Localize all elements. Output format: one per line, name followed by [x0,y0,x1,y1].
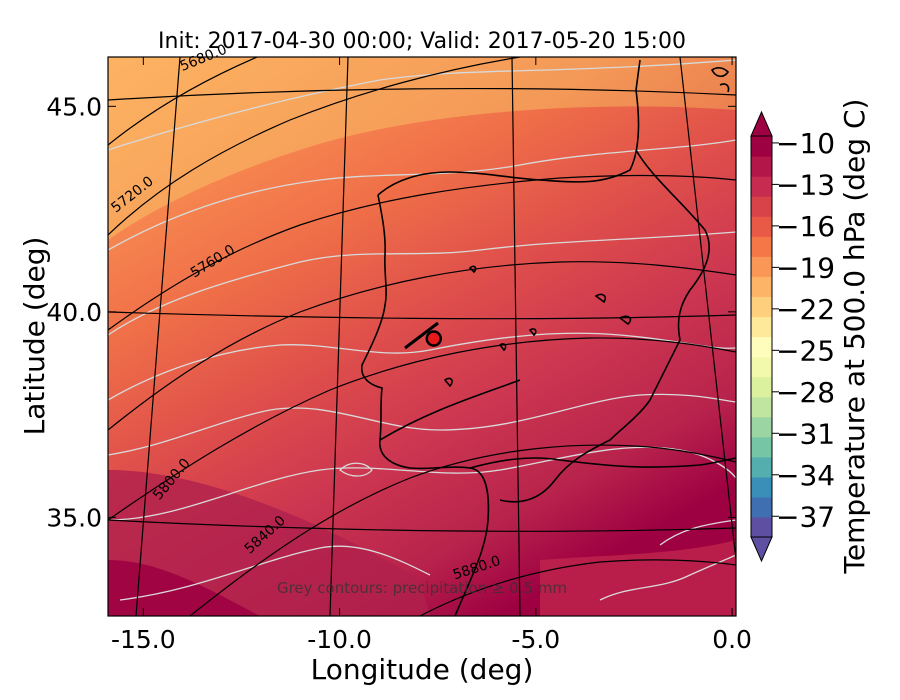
x-tick-label: -15.0 [111,625,176,654]
colorbar-bin [751,396,772,418]
x-axis-label: Longitude (deg) [311,653,534,686]
graticule [108,57,736,616]
y-axis-label: Latitude (deg) [18,237,51,436]
colorbar-bin [751,496,772,518]
colorbar-bin [751,516,772,538]
y-tick-label: 40.0 [46,298,102,327]
colorbar-tick-label: −25 [776,334,835,367]
colorbar-extend-min [750,536,773,563]
precip-note: Grey contours: precipitation ≥ 0.5 mm [277,579,567,597]
colorbar-bin [751,216,772,237]
y-tick-label: 45.0 [46,92,102,121]
colorbar-tick-label: −31 [776,417,835,450]
x-axis: -15.0 -10.0 -5.0 0.0 [111,57,752,654]
x-tick-label: -5.0 [511,625,560,654]
colorbar-tick-label: −37 [776,500,835,533]
plot-frame [107,56,737,617]
temperature-band-cold [108,57,736,240]
colorbar-bin [751,196,772,217]
colorbar-bin [751,336,772,358]
colorbar-bin [751,296,772,318]
colorbar-bin [751,316,772,338]
colorbar-bin [751,476,772,498]
colorbar-tick-label: −13 [776,168,835,201]
colorbar-bin [751,456,772,478]
colorbar-bin [751,356,772,378]
marker-track [404,321,439,350]
y-tick-label: 35.0 [46,503,102,532]
location-marker [404,321,443,350]
colorbar-tick-label: −16 [776,210,835,243]
x-tick-label: 0.0 [712,625,752,654]
x-tick-label: -10.0 [307,625,372,654]
chart-title: Init: 2017-04-30 00:00; Valid: 2017-05-2… [158,29,686,54]
temperature-band-east [540,540,736,616]
colorbar-tick-label: −28 [776,376,835,409]
colorbar-extend-max [750,110,773,137]
marker-point [425,330,443,347]
colorbar-tick-label: −34 [776,459,835,492]
colorbar-bin [751,236,772,257]
colorbar-tick-label: −22 [776,293,835,326]
colorbar-bin [751,136,772,157]
colorbar-bin [751,256,772,277]
colorbar-bin [751,276,772,297]
colorbar-tick-label: −10 [776,127,835,160]
colorbar-bin [751,156,772,177]
colorbar-tick-label: −19 [776,251,835,284]
y-axis: 35.0 40.0 45.0 [46,92,736,532]
height-contours [108,57,736,616]
colorbar: −10 −13 −16 −19 −22 −25 −28 −31 −34 −37 [750,110,835,563]
colorbar-bin [751,376,772,398]
colorbar-bin [751,436,772,458]
colorbar-bin [751,416,772,438]
colorbar-frame [750,135,773,538]
colorbar-bin [751,176,772,197]
map-panel [108,57,736,616]
coastlines [360,59,736,616]
colorbar-label: Temperature at 500.0 hPa (deg C) [838,99,871,575]
